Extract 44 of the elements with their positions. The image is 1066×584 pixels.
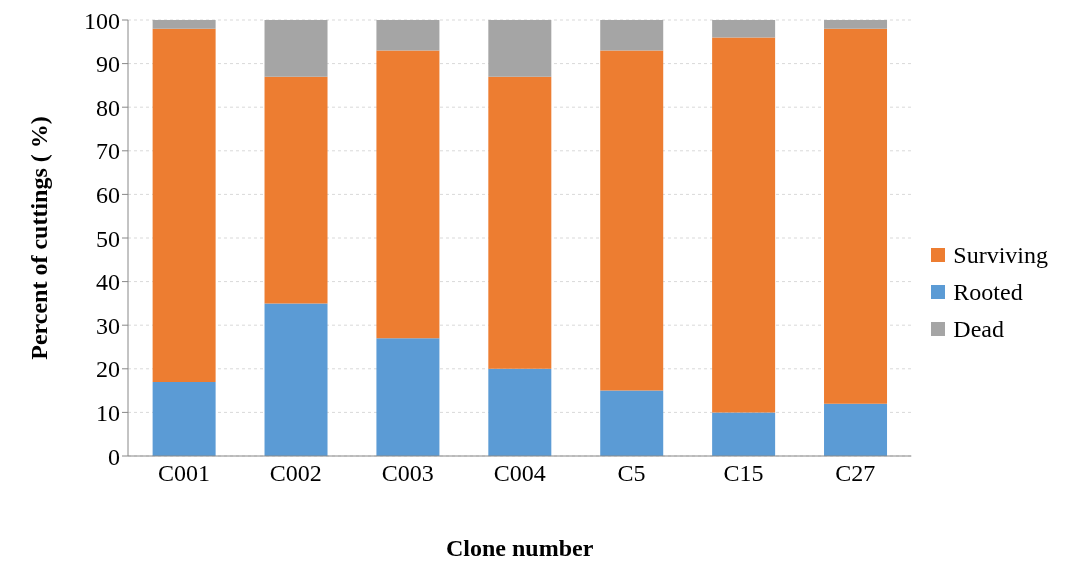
bar: [824, 28, 888, 404]
bar: [376, 50, 440, 339]
bar: [376, 338, 440, 456]
y-tick-label: 20: [96, 356, 120, 383]
bar: [264, 76, 328, 304]
x-tick-label: C001: [157, 460, 210, 487]
y-tick-label: 0: [108, 443, 120, 470]
bar: [152, 20, 216, 29]
legend-label: Surviving: [953, 241, 1048, 269]
bar: [712, 412, 776, 456]
x-tick-label: C003: [381, 460, 434, 487]
y-tick-label: 50: [96, 225, 120, 252]
x-axis-title: Clone number: [445, 535, 594, 561]
bar: [152, 28, 216, 382]
legend-label: Rooted: [953, 278, 1023, 306]
bar: [600, 50, 664, 391]
bar: [824, 20, 888, 29]
y-tick-label: 90: [96, 51, 120, 78]
x-tick-label: C15: [723, 460, 764, 487]
x-tick-label: C27: [835, 460, 876, 487]
x-tick-label: C5: [617, 460, 646, 487]
bar: [264, 20, 328, 77]
bar: [600, 20, 664, 51]
bar: [712, 37, 776, 413]
bar: [152, 381, 216, 456]
y-tick-label: 60: [96, 181, 120, 208]
bar: [488, 76, 552, 369]
bar: [488, 20, 552, 77]
y-tick-label: 10: [96, 399, 120, 426]
bar: [712, 20, 776, 38]
x-tick-label: C002: [269, 460, 322, 487]
y-tick-label: 80: [96, 94, 120, 121]
bar: [488, 368, 552, 456]
bar: [824, 403, 888, 456]
y-tick-label: 70: [96, 138, 120, 165]
x-tick-label: C004: [493, 460, 546, 487]
y-tick-label: 100: [84, 7, 120, 34]
bar: [264, 303, 328, 456]
bar: [376, 20, 440, 51]
y-axis-title: Percent of cuttings ( %): [25, 116, 52, 360]
bar: [600, 390, 664, 456]
y-tick-label: 40: [96, 269, 120, 296]
y-tick-label: 30: [96, 312, 120, 339]
legend-label: Dead: [953, 315, 1004, 343]
